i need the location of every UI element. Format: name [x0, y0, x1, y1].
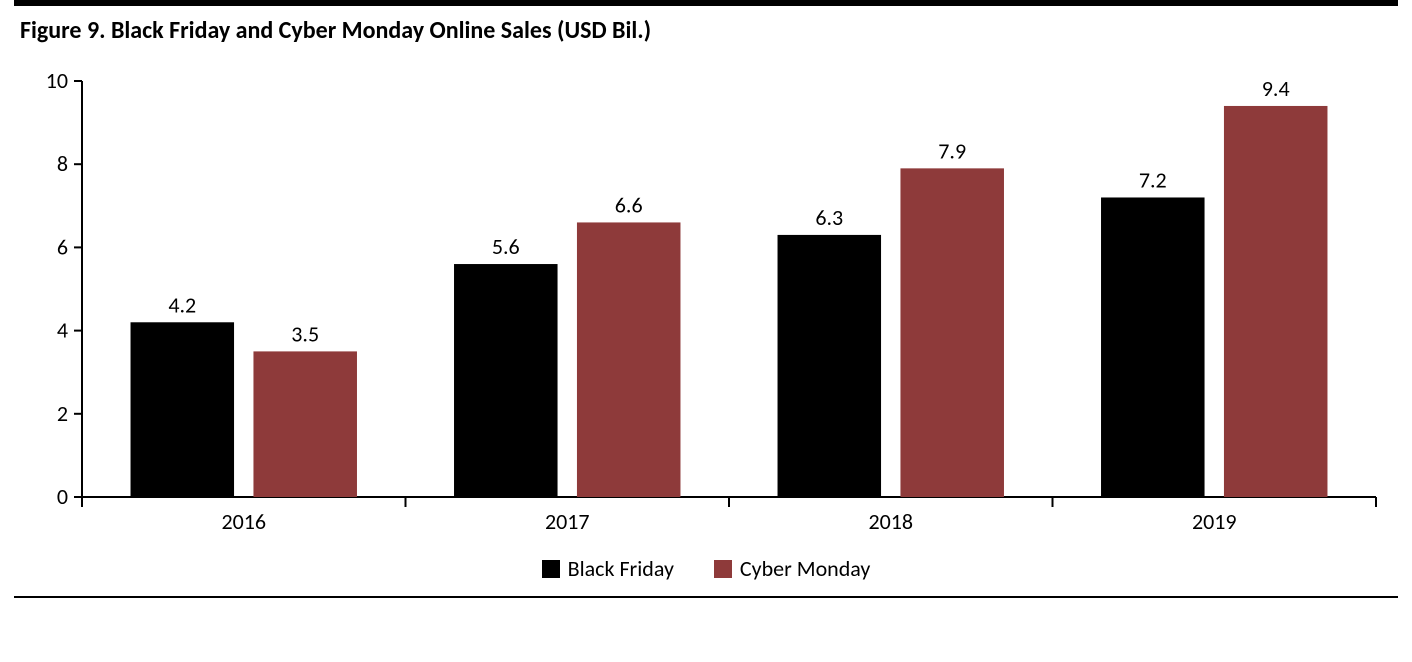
y-tick-label: 6: [57, 233, 68, 260]
y-tick-label: 4: [57, 317, 68, 344]
legend-swatch: [542, 560, 560, 578]
bar-value-label: 5.6: [492, 233, 520, 260]
y-tick-label: 0: [57, 483, 68, 510]
legend-item: Cyber Monday: [714, 555, 870, 582]
y-tick-label: 10: [46, 67, 68, 94]
bar: [454, 264, 558, 497]
bar-value-label: 4.2: [168, 291, 196, 318]
y-tick-label: 2: [57, 400, 68, 427]
legend-swatch: [714, 560, 732, 578]
bar-value-label: 7.2: [1139, 166, 1167, 193]
chart-container: Figure 9. Black Friday and Cyber Monday …: [0, 0, 1412, 662]
chart-title: Figure 9. Black Friday and Cyber Monday …: [14, 6, 1398, 51]
x-category-label: 2018: [868, 508, 913, 535]
bottom-border: [14, 596, 1398, 598]
legend-item: Black Friday: [542, 555, 674, 582]
bar-value-label: 3.5: [291, 320, 319, 347]
bar: [1101, 197, 1205, 497]
y-tick-label: 8: [57, 150, 68, 177]
bar: [253, 351, 357, 497]
bar-chart-svg: 0 2 4 6 8 10 2016 2017 2018 2019 4.2 3.5 5.6 6.6 6.3 7.…: [14, 51, 1398, 543]
bar-value-label: 9.4: [1262, 75, 1290, 102]
legend-label: Cyber Monday: [740, 555, 870, 582]
x-category-label: 2019: [1192, 508, 1237, 535]
bar-value-label: 6.3: [815, 204, 843, 231]
bar-value-label: 7.9: [938, 137, 966, 164]
legend-label: Black Friday: [568, 555, 674, 582]
bar: [1224, 106, 1328, 497]
legend: Black Friday Cyber Monday: [14, 543, 1398, 596]
x-category-label: 2016: [221, 508, 266, 535]
bar: [131, 322, 235, 497]
bar: [778, 235, 882, 497]
bar: [577, 222, 681, 497]
chart-plot-area: 0 2 4 6 8 10 2016 2017 2018 2019 4.2 3.5 5.6 6.6 6.3 7.…: [14, 51, 1398, 543]
bar-value-label: 6.6: [615, 191, 643, 218]
bar: [900, 168, 1004, 497]
x-category-label: 2017: [545, 508, 590, 535]
